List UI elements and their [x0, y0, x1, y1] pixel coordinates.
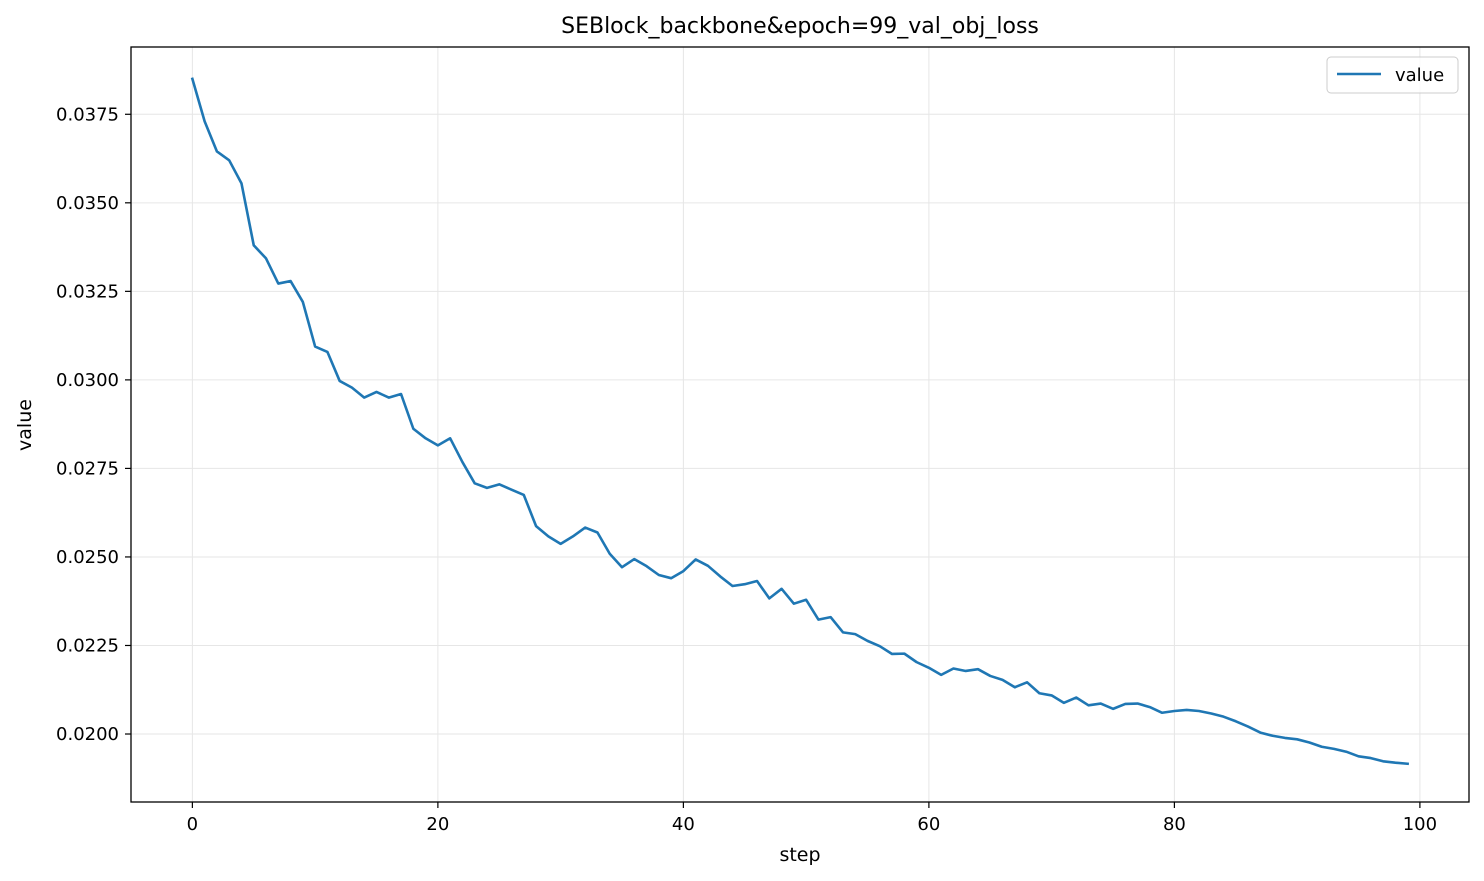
series-layer — [190, 77, 1410, 766]
x-tick-label: 100 — [1403, 814, 1437, 835]
y-axis: 0.0200 0.0225 0.0250 0.0275 0.0300 0.0325 0.03… — [56, 104, 131, 745]
y-tick-label: 0.0375 — [56, 104, 119, 125]
x-tick-label: 0 — [187, 814, 198, 835]
plot-frame — [130, 46, 1470, 803]
series-line-value — [190, 77, 1410, 766]
y-tick-label: 0.0300 — [56, 370, 119, 391]
grid-lines — [131, 47, 1469, 802]
y-tick-label: 0.0350 — [56, 193, 119, 214]
x-axis-label: step — [779, 844, 820, 866]
y-axis-label: value — [14, 399, 36, 451]
chart-title: SEBlock_backbone&epoch=99_val_obj_loss — [561, 14, 1039, 39]
x-tick-label: 80 — [1163, 814, 1186, 835]
x-tick-label: 20 — [426, 814, 449, 835]
y-tick-label: 0.0200 — [56, 724, 119, 745]
legend: value — [1326, 56, 1459, 94]
y-tick-label: 0.0225 — [56, 635, 119, 656]
y-tick-label: 0.0250 — [56, 547, 119, 568]
legend-entry-value: value — [1395, 65, 1444, 86]
x-tick-label: 40 — [672, 814, 695, 835]
y-tick-label: 0.0275 — [56, 458, 119, 479]
x-axis: 0 20 40 60 80 100 — [187, 802, 1437, 835]
x-tick-label: 60 — [917, 814, 940, 835]
legend-box — [1326, 56, 1459, 94]
y-tick-label: 0.0325 — [56, 281, 119, 302]
